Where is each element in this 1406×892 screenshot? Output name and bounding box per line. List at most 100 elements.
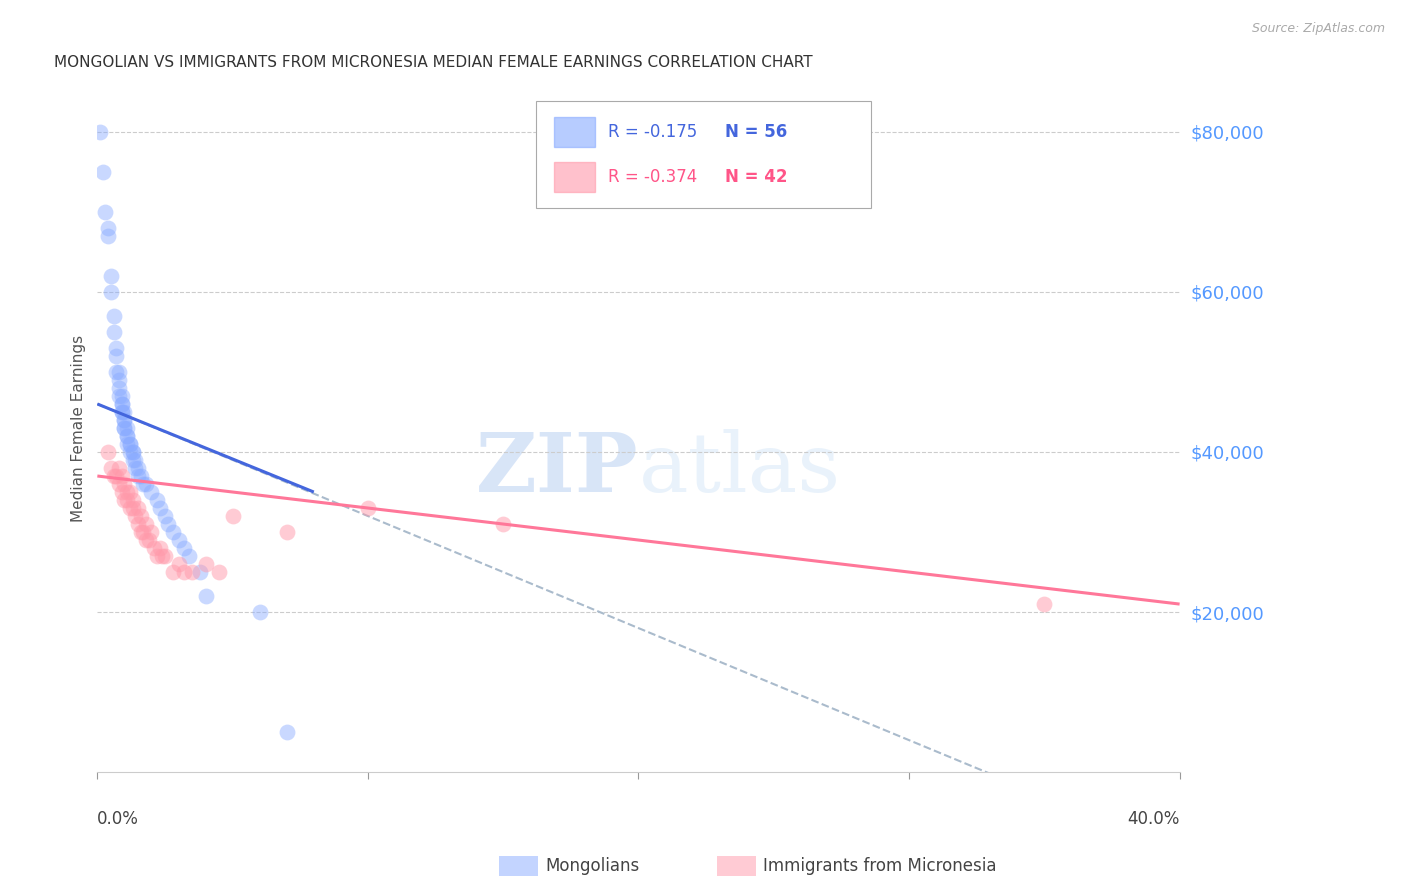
Point	[162, 565, 184, 579]
Point	[111, 405, 134, 419]
Point	[132, 477, 155, 491]
Point	[121, 445, 143, 459]
Point	[121, 501, 143, 516]
Point	[97, 445, 120, 459]
Point	[221, 509, 243, 524]
Text: N = 56: N = 56	[725, 123, 787, 141]
Point	[150, 549, 173, 563]
Point	[97, 220, 120, 235]
Point	[492, 516, 515, 531]
Point	[121, 493, 143, 508]
Point	[112, 405, 135, 419]
Point	[208, 565, 231, 579]
Point	[153, 509, 176, 524]
Point	[143, 541, 166, 555]
Point	[135, 477, 157, 491]
Point	[357, 501, 380, 516]
Text: atlas: atlas	[638, 429, 841, 509]
Text: R = -0.175: R = -0.175	[609, 123, 697, 141]
Point	[1033, 597, 1056, 611]
Point	[100, 268, 122, 283]
Point	[112, 413, 135, 427]
Point	[127, 461, 149, 475]
Point	[115, 493, 138, 508]
Point	[194, 589, 217, 603]
Point	[118, 485, 141, 500]
Point	[108, 461, 131, 475]
Bar	[554, 117, 595, 147]
Point	[127, 469, 149, 483]
Y-axis label: Median Female Earnings: Median Female Earnings	[72, 334, 86, 522]
Point	[148, 501, 170, 516]
Text: ZIP: ZIP	[475, 429, 638, 509]
Point	[115, 429, 138, 443]
Point	[141, 485, 163, 500]
Point	[167, 557, 190, 571]
Point	[124, 461, 146, 475]
Point	[112, 477, 135, 491]
Text: Immigrants from Micronesia: Immigrants from Micronesia	[763, 857, 997, 875]
Point	[181, 565, 204, 579]
Text: Source: ZipAtlas.com: Source: ZipAtlas.com	[1251, 22, 1385, 36]
Point	[146, 493, 169, 508]
Point	[194, 557, 217, 571]
Point	[148, 541, 170, 555]
Bar	[554, 162, 595, 193]
Point	[124, 453, 146, 467]
Point	[156, 516, 179, 531]
Point	[135, 516, 157, 531]
Point	[103, 469, 125, 483]
Point	[173, 541, 195, 555]
Point	[111, 405, 134, 419]
Point	[108, 477, 131, 491]
Point	[124, 509, 146, 524]
Point	[121, 453, 143, 467]
Point	[108, 373, 131, 387]
Point	[108, 381, 131, 395]
Text: 0.0%: 0.0%	[97, 810, 139, 828]
Point	[105, 341, 128, 355]
Point	[111, 397, 134, 411]
Point	[121, 445, 143, 459]
Point	[100, 285, 122, 299]
Point	[276, 725, 298, 739]
Point	[153, 549, 176, 563]
Point	[111, 485, 134, 500]
Point	[162, 524, 184, 539]
Point	[94, 205, 117, 219]
Point	[105, 469, 128, 483]
Point	[135, 533, 157, 547]
Point	[138, 533, 160, 547]
Point	[112, 421, 135, 435]
Point	[91, 165, 114, 179]
Point	[249, 605, 271, 619]
Text: 40.0%: 40.0%	[1128, 810, 1180, 828]
Point	[276, 524, 298, 539]
Point	[129, 509, 152, 524]
FancyBboxPatch shape	[536, 101, 872, 208]
Point	[103, 309, 125, 323]
Point	[173, 565, 195, 579]
Point	[146, 549, 169, 563]
Point	[179, 549, 201, 563]
Text: R = -0.374: R = -0.374	[609, 169, 697, 186]
Point	[115, 437, 138, 451]
Point	[118, 501, 141, 516]
Point	[141, 524, 163, 539]
Point	[188, 565, 211, 579]
Point	[105, 349, 128, 363]
Point	[167, 533, 190, 547]
Text: MONGOLIAN VS IMMIGRANTS FROM MICRONESIA MEDIAN FEMALE EARNINGS CORRELATION CHART: MONGOLIAN VS IMMIGRANTS FROM MICRONESIA …	[53, 55, 813, 70]
Point	[108, 365, 131, 379]
Point	[100, 461, 122, 475]
Point	[118, 445, 141, 459]
Point	[115, 429, 138, 443]
Point	[132, 524, 155, 539]
Text: Mongolians: Mongolians	[546, 857, 640, 875]
Point	[112, 413, 135, 427]
Point	[105, 365, 128, 379]
Point	[103, 325, 125, 339]
Point	[129, 524, 152, 539]
Point	[118, 437, 141, 451]
Point	[111, 389, 134, 403]
